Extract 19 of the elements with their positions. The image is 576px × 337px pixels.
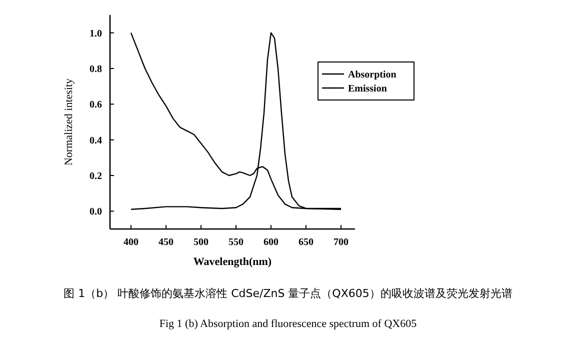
x-tick-label: 550 [228,237,244,248]
caption: 图 1（b） 叶酸修饰的氨基水溶性 CdSe/ZnS 量子点（QX605）的吸收波谱及荧光发射光谱 [64,287,512,300]
y-tick-label: 0.6 [90,100,102,111]
y-tick-label: 0.4 [90,135,102,146]
legend-label: Emission [348,84,388,94]
x-tick-label: 650 [298,237,314,248]
x-axis-title: Wavelength(nm) [193,256,272,268]
legend-label: Absorption [348,70,397,80]
x-tick-label: 450 [158,237,174,248]
x-tick-label: 500 [194,237,208,248]
y-tick-label: 0.2 [90,171,102,182]
y-axis-title: Normalized intesity [63,78,75,166]
y-tick-label: 1.0 [90,28,102,40]
x-tick-label: 400 [124,237,138,248]
caption: Fig 1 (b) Absorption and fluorescence spectrum of QX605 [159,318,418,330]
x-tick-label: 600 [264,237,278,248]
y-tick-label: 0.8 [90,64,102,75]
y-tick-label: 0.0 [90,206,102,218]
x-tick-label: 700 [334,237,348,248]
